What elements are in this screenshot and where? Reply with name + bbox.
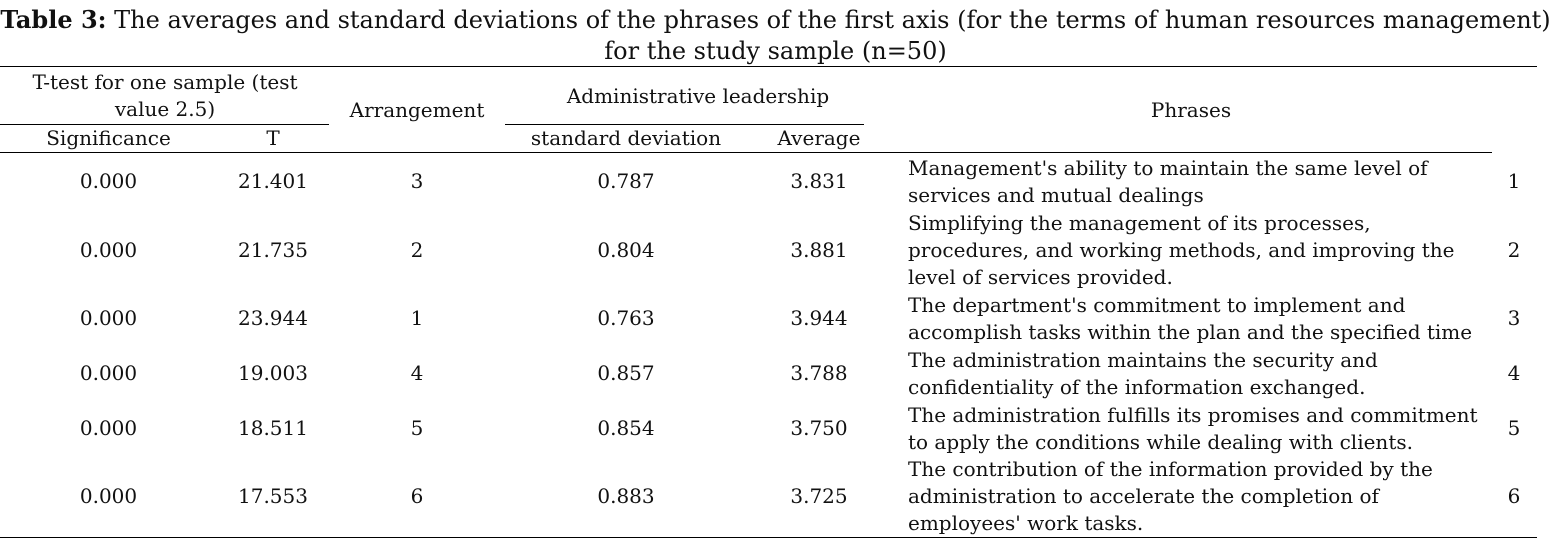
cell-phrase: Management's ability to maintain the sam… — [908, 155, 1428, 207]
header-arrangement: Arrangement — [349, 97, 485, 122]
cell-number: 3 — [1507, 306, 1521, 330]
cell-arrangement: 4 — [410, 361, 424, 385]
cell-std: 0.763 — [597, 306, 655, 330]
rule-ttest-group — [0, 124, 329, 125]
rule-admin-group — [505, 124, 864, 125]
header-significance: Significance — [46, 126, 171, 150]
cell-average: 3.944 — [790, 306, 848, 330]
cell-significance: 0.000 — [79, 484, 138, 508]
cell-std: 0.854 — [597, 416, 655, 440]
cell-average: 3.831 — [790, 169, 848, 193]
cell-significance: 0.000 — [79, 416, 138, 440]
cell-average: 3.750 — [790, 416, 848, 440]
rule-top — [0, 66, 1537, 67]
cell-average: 3.788 — [790, 361, 848, 385]
cell-phrase: Simplifying the management of its proces… — [908, 210, 1455, 289]
cell-number: 1 — [1507, 169, 1521, 193]
cell-arrangement: 5 — [410, 416, 424, 440]
cell-significance: 0.000 — [79, 361, 138, 385]
cell-phrase: The contribution of the information prov… — [908, 457, 1433, 535]
cell-t: 17.553 — [238, 484, 308, 508]
cell-number: 2 — [1507, 237, 1521, 262]
cell-average: 3.725 — [790, 484, 848, 508]
cell-phrase: The department's commitment to implement… — [908, 292, 1473, 344]
cell-std: 0.787 — [597, 169, 655, 193]
cell-std: 0.883 — [597, 484, 655, 508]
cell-arrangement: 2 — [410, 237, 424, 262]
header-average: Average — [777, 126, 861, 150]
cell-average: 3.881 — [790, 237, 848, 262]
header-t: T — [266, 126, 280, 150]
cell-number: 6 — [1507, 484, 1521, 508]
cell-arrangement: 1 — [410, 306, 424, 330]
cell-std: 0.804 — [597, 237, 655, 262]
cell-t: 19.003 — [238, 361, 308, 385]
cell-number: 5 — [1507, 416, 1521, 440]
header-ttest-group: T-test for one sample (test value 2.5) — [32, 70, 298, 121]
header-std: standard deviation — [530, 126, 722, 150]
header-admin-group: Administrative leadership — [566, 83, 830, 108]
cell-phrase: The administration fulfills its promises… — [908, 402, 1478, 454]
cell-number: 4 — [1507, 361, 1521, 385]
cell-arrangement: 3 — [410, 169, 424, 193]
cell-significance: 0.000 — [79, 169, 138, 193]
cell-significance: 0.000 — [79, 237, 138, 262]
cell-significance: 0.000 — [79, 306, 138, 330]
caption-label: Table 3: — [0, 5, 107, 34]
cell-t: 18.511 — [238, 416, 308, 440]
cell-t: 21.735 — [238, 237, 308, 262]
table-caption: Table 3: The averages and standard devia… — [0, 4, 1551, 67]
header-phrases: Phrases — [1150, 97, 1232, 122]
rule-bottom — [0, 537, 1537, 538]
cell-arrangement: 6 — [410, 484, 424, 508]
rule-header-bottom — [0, 152, 1492, 153]
cell-std: 0.857 — [597, 361, 655, 385]
caption-text: The averages and standard deviations of … — [106, 6, 1551, 65]
cell-phrase: The administration maintains the securit… — [908, 347, 1378, 399]
cell-t: 23.944 — [238, 306, 308, 330]
cell-t: 21.401 — [238, 169, 308, 193]
